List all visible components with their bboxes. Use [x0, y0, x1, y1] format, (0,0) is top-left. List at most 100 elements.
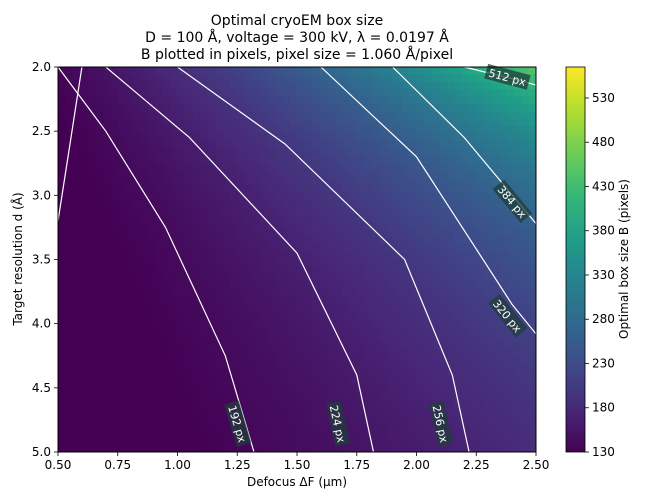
heatmap-cell — [132, 118, 141, 127]
heatmap-cell — [379, 155, 388, 164]
heatmap-cell — [207, 192, 216, 201]
heatmap-cell — [125, 303, 134, 312]
heatmap-cell — [506, 237, 515, 246]
heatmap-cell — [409, 407, 418, 416]
heatmap-cell — [453, 422, 462, 431]
heatmap-cell — [192, 178, 201, 187]
heatmap-cell — [326, 252, 335, 261]
heatmap-cell — [65, 118, 74, 127]
heatmap-cell — [491, 237, 500, 246]
heatmap-cell — [117, 141, 126, 150]
heatmap-cell — [386, 81, 395, 90]
heatmap-cell — [438, 67, 447, 75]
heatmap-cell — [132, 363, 141, 372]
heatmap-cell — [177, 252, 186, 261]
heatmap-cell — [491, 89, 500, 98]
heatmap-cell — [304, 363, 313, 372]
heatmap-cell — [364, 111, 373, 120]
heatmap-cell — [468, 385, 477, 394]
heatmap-cell — [371, 207, 380, 216]
heatmap-cell — [65, 422, 74, 431]
heatmap-cell — [274, 148, 283, 157]
heatmap-cell — [289, 96, 298, 105]
heatmap-cell — [431, 274, 440, 283]
heatmap-cell — [87, 407, 96, 416]
heatmap-cell — [468, 96, 477, 105]
heatmap-cell — [468, 303, 477, 312]
heatmap-cell — [386, 355, 395, 364]
heatmap-cell — [297, 392, 306, 401]
heatmap-cell — [498, 370, 507, 379]
heatmap-cell — [431, 155, 440, 164]
heatmap-cell — [401, 237, 410, 246]
heatmap-cell — [521, 318, 530, 327]
heatmap-cell — [170, 237, 179, 246]
heatmap-cell — [423, 370, 433, 379]
heatmap-cell — [117, 259, 126, 268]
heatmap-cell — [162, 163, 171, 172]
heatmap-cell — [297, 333, 306, 342]
heatmap-cell — [184, 104, 194, 113]
heatmap-cell — [379, 74, 388, 83]
heatmap-cell — [117, 215, 126, 224]
heatmap-cell — [297, 400, 306, 409]
heatmap-cell — [282, 289, 291, 298]
y-tick-label: 3.5 — [32, 253, 51, 267]
heatmap-cell — [498, 141, 507, 150]
heatmap-cell — [95, 326, 104, 335]
heatmap-cell — [379, 222, 388, 231]
heatmap-cell — [214, 289, 223, 298]
heatmap-cell — [222, 333, 231, 342]
heatmap-cell — [304, 444, 313, 452]
heatmap-cell — [162, 215, 171, 224]
heatmap-cell — [506, 170, 515, 179]
heatmap-cell — [267, 148, 276, 157]
heatmap-cell — [72, 355, 82, 364]
heatmap-cell — [364, 222, 373, 231]
heatmap-cell — [513, 178, 522, 187]
heatmap-cell — [319, 155, 328, 164]
heatmap-cell — [423, 244, 433, 253]
heatmap-cell — [319, 178, 328, 187]
heatmap-cell — [386, 229, 395, 238]
heatmap-cell — [177, 259, 186, 268]
heatmap-cell — [349, 81, 358, 90]
heatmap-cell — [341, 385, 350, 394]
heatmap-cell — [207, 266, 216, 275]
heatmap-cell — [147, 266, 156, 275]
heatmap-cell — [513, 170, 522, 179]
heatmap-cell — [132, 348, 141, 357]
heatmap-cell — [229, 141, 238, 150]
heatmap-cell — [177, 326, 186, 335]
heatmap-cell — [72, 111, 82, 120]
heatmap-cell — [267, 155, 276, 164]
heatmap-cell — [409, 444, 418, 452]
heatmap-cell — [409, 429, 418, 438]
heatmap-cell — [58, 148, 67, 157]
heatmap-cell — [528, 222, 536, 231]
heatmap-cell — [401, 392, 410, 401]
heatmap-cell — [289, 222, 298, 231]
heatmap-cell — [513, 303, 522, 312]
heatmap-cell — [229, 111, 238, 120]
heatmap-cell — [282, 444, 291, 452]
heatmap-cell — [379, 200, 388, 209]
heatmap-cell — [125, 192, 134, 201]
heatmap-cell — [140, 244, 149, 253]
heatmap-cell — [483, 437, 492, 446]
heatmap-cell — [65, 340, 74, 349]
heatmap-cell — [386, 244, 395, 253]
heatmap-cell — [394, 437, 403, 446]
heatmap-cell — [438, 244, 447, 253]
heatmap-cell — [132, 429, 141, 438]
heatmap-cell — [528, 89, 536, 98]
heatmap-cell — [177, 311, 186, 320]
heatmap-cell — [453, 437, 462, 446]
heatmap-cell — [110, 281, 119, 290]
heatmap-cell — [140, 237, 149, 246]
heatmap-cell — [244, 289, 253, 298]
heatmap-cell — [132, 244, 141, 253]
heatmap-cell — [394, 185, 403, 194]
heatmap-cell — [140, 407, 149, 416]
heatmap-cell — [311, 370, 321, 379]
